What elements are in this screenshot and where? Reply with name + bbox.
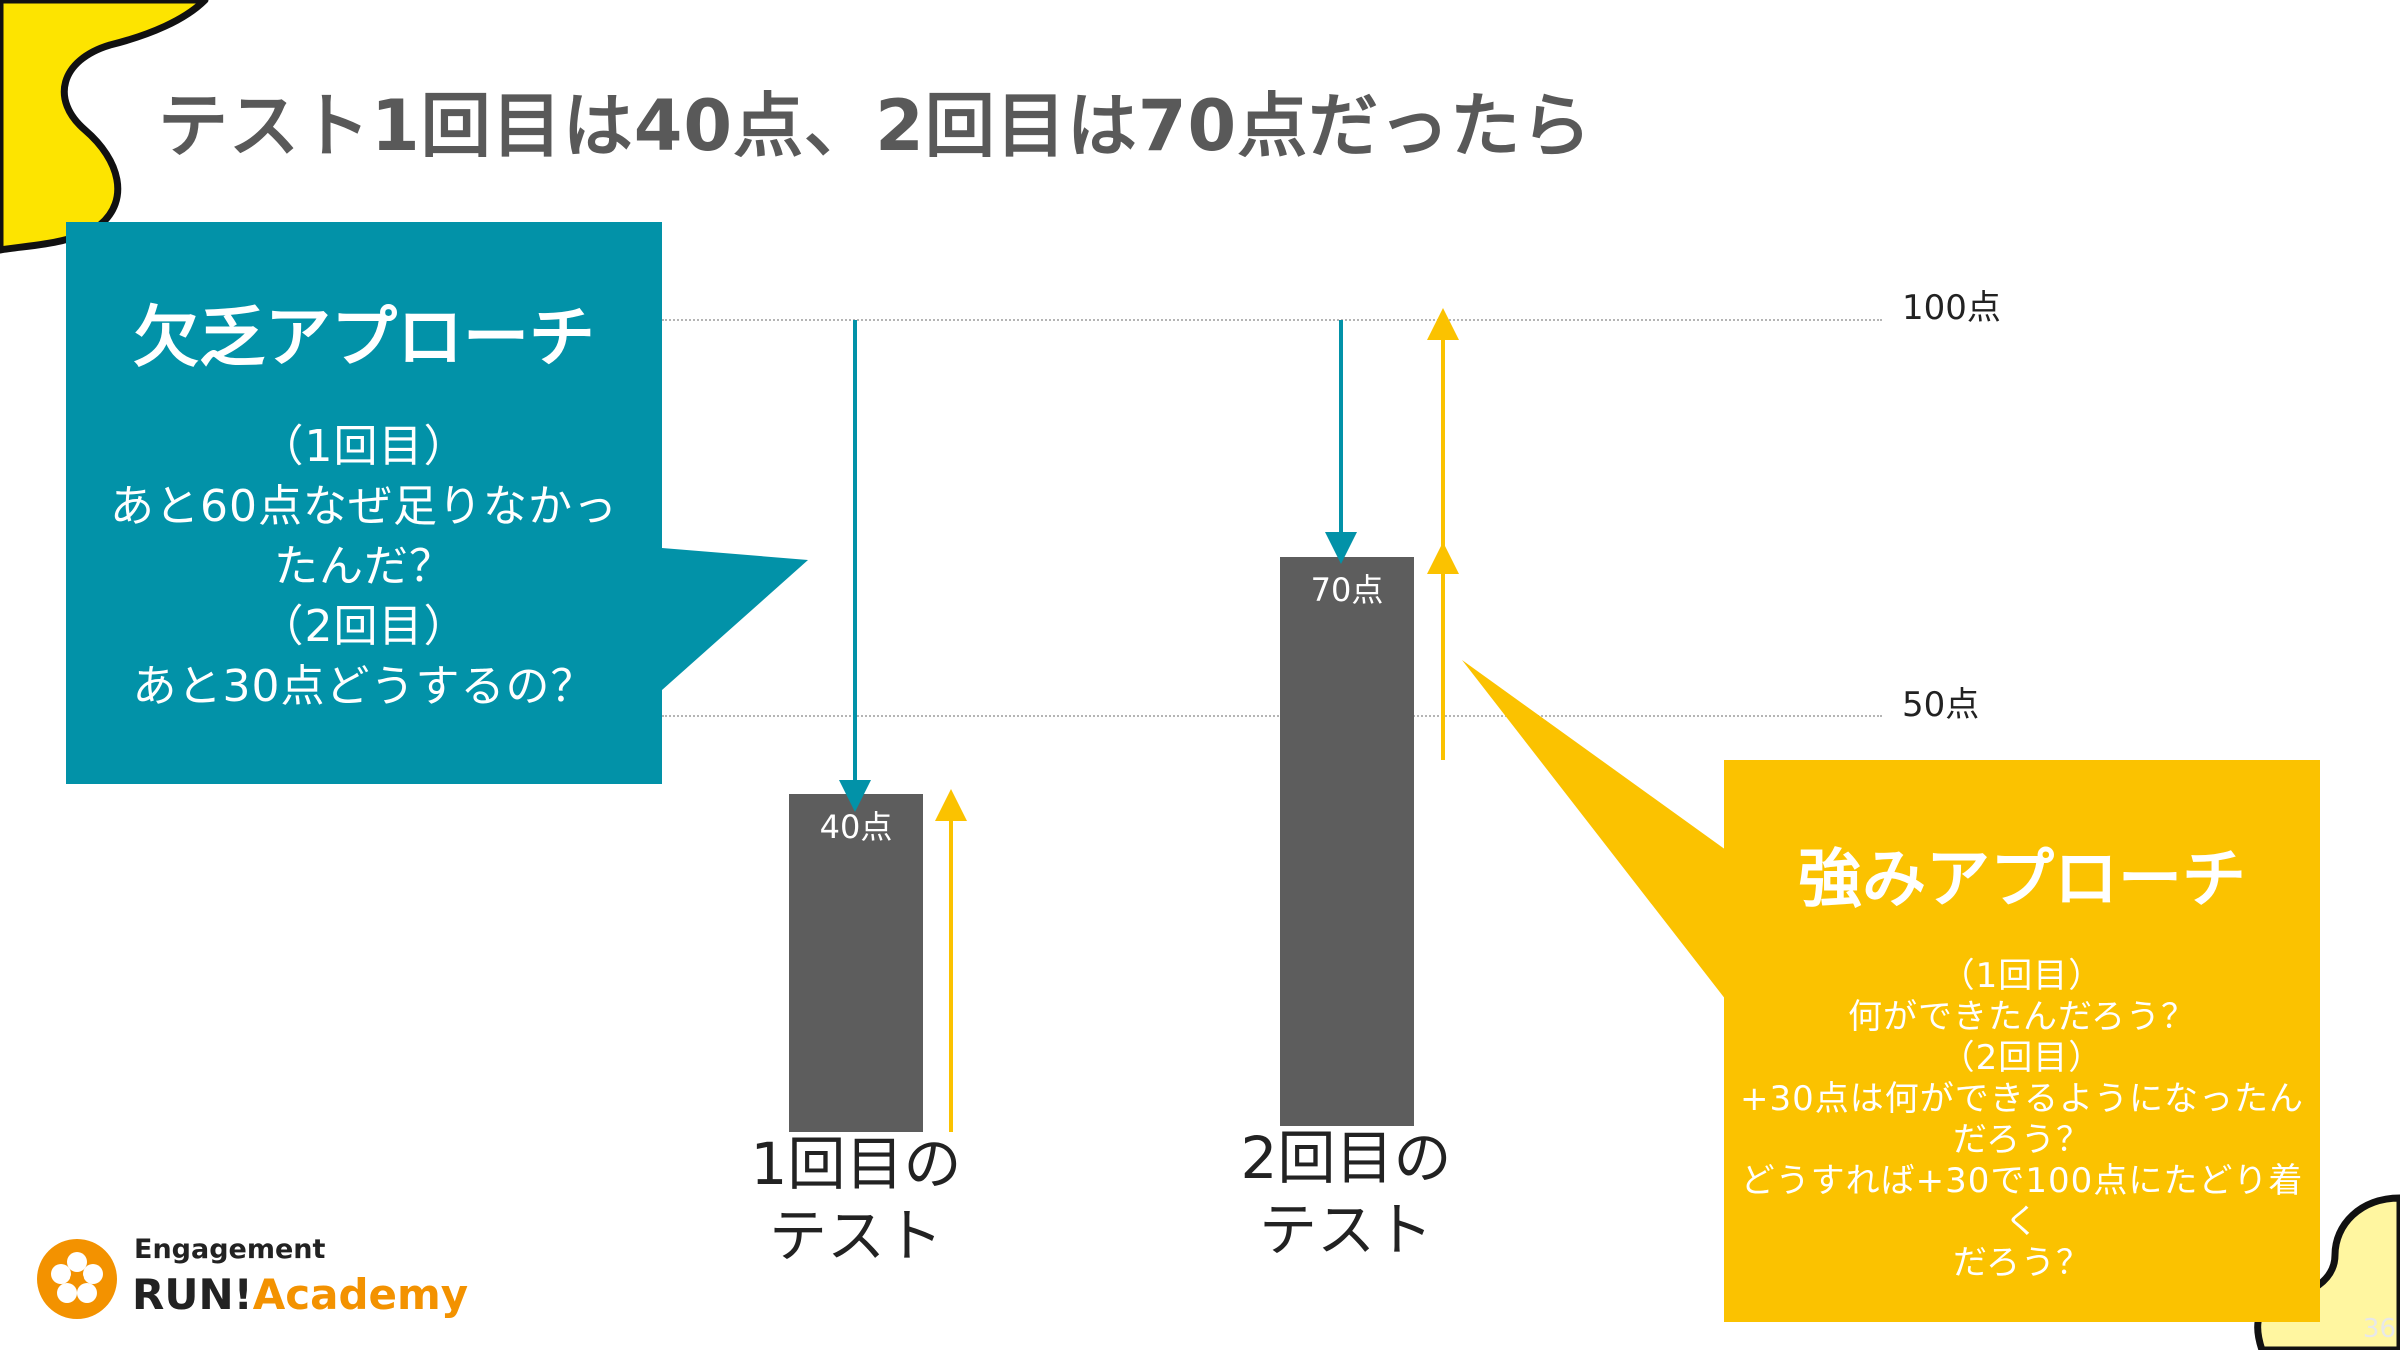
- strength-line-3: （2回目）: [1940, 1038, 2104, 1078]
- deficit-line-4: （2回目）: [259, 601, 469, 652]
- category-label-test-1: 1回目の テスト: [726, 1128, 986, 1272]
- strength-callout-pointer: [1462, 660, 1726, 1000]
- bar-value-label-test-1: 40点: [819, 808, 893, 847]
- reference-line-100: [662, 319, 1882, 321]
- bar-test-1: [789, 794, 923, 1132]
- strength-line-6: どうすれば+30で100点にたどり着く: [1740, 1161, 2304, 1242]
- deficit-approach-callout: 欠乏アプローチ （1回目） あと60点なぜ足りなかっ たんだ？ （2回目） あと…: [66, 222, 662, 784]
- logo-wordmark: RUN!Academy: [132, 1270, 468, 1319]
- strength-line-2: 何ができたんだろう？: [1848, 997, 2196, 1037]
- category-label-test-1-line-2: テスト: [768, 1202, 943, 1270]
- deficit-approach-body: （1回目） あと60点なぜ足りなかっ たんだ？ （2回目） あと30点どうするの…: [76, 417, 652, 717]
- strength-line-7: だろう？: [1953, 1243, 2091, 1283]
- reference-label-100: 100点: [1902, 288, 2001, 328]
- strength-approach-body: （1回目） 何ができたんだろう？ （2回目） +30点は何ができるようになったん…: [1732, 956, 2312, 1284]
- deficit-line-5: あと30点どうするの？: [132, 661, 596, 712]
- category-label-test-2-line-2: テスト: [1258, 1196, 1433, 1264]
- deficit-line-1: （1回目）: [259, 421, 469, 472]
- deficit-line-3: たんだ？: [274, 541, 454, 592]
- bar-test-2: [1280, 556, 1414, 1126]
- strength-line-4: +30点は何ができるようになったん: [1739, 1079, 2305, 1119]
- strength-approach-title: 強みアプローチ: [1798, 843, 2246, 917]
- reference-line-50: [662, 715, 1882, 717]
- logo-engagement: Engagement: [134, 1234, 326, 1265]
- category-label-test-1-line-1: 1回目の: [750, 1130, 962, 1198]
- deficit-approach-title: 欠乏アプローチ: [133, 299, 595, 376]
- page-number: 36: [2362, 1314, 2396, 1344]
- strength-approach-callout: 強みアプローチ （1回目） 何ができたんだろう？ （2回目） +30点は何ができ…: [1724, 760, 2320, 1322]
- logo-run: RUN!: [132, 1270, 253, 1319]
- logo-academy: Academy: [252, 1270, 469, 1319]
- category-label-test-2: 2回目の テスト: [1216, 1122, 1476, 1266]
- slide-title: テスト1回目は40点、2回目は70点だったら: [158, 85, 1593, 167]
- bar-value-label-test-2: 70点: [1310, 570, 1384, 609]
- reference-label-50: 50点: [1902, 685, 1980, 725]
- strength-line-1: （1回目）: [1940, 956, 2104, 996]
- deficit-callout-pointer: [662, 548, 808, 690]
- logo: Engagement RUN!Academy: [36, 1234, 468, 1324]
- logo-flower-icon: [37, 1239, 117, 1319]
- strength-line-5: だろう？: [1953, 1120, 2091, 1160]
- category-label-test-2-line-1: 2回目の: [1240, 1124, 1452, 1192]
- deficit-line-2: あと60点なぜ足りなかっ: [110, 481, 618, 532]
